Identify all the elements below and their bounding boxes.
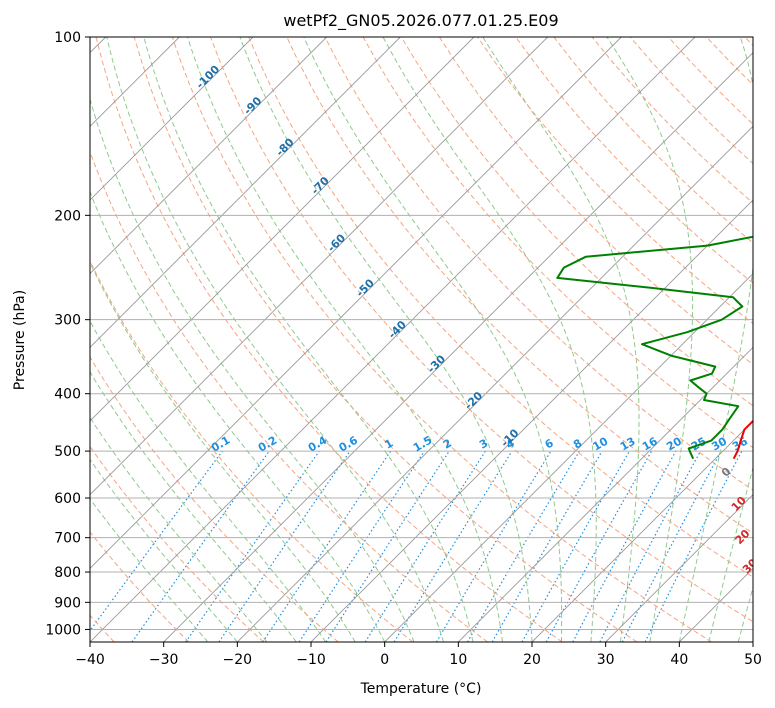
moist-adiabat-line (606, 37, 694, 642)
x-axis-label: Temperature (°C) (360, 681, 482, 697)
mixing-ratio-line (325, 450, 450, 642)
x-tick-label: 50 (744, 652, 762, 668)
dry-adiabat-line (248, 37, 753, 578)
dry-adiabat-line (171, 37, 712, 642)
isotherm-line (90, 37, 696, 642)
y-tick-label: 500 (54, 444, 81, 460)
isotherm-line (531, 420, 753, 642)
dry-adiabat-label: 40 (756, 584, 775, 604)
profile-series (556, 235, 753, 460)
isotherm-line (90, 37, 401, 348)
isotherm-line (458, 346, 753, 642)
dry-adiabat-line (515, 37, 753, 284)
y-axis-ticks: 100 200 300 400 500 600 700 800 900 1000 (45, 30, 90, 638)
temperature-profile-line (732, 419, 753, 460)
dry-adiabat-line (210, 37, 753, 623)
isotherm-line (752, 641, 753, 642)
chart-title: wetPf2_GN05.2026.077.01.25.E09 (283, 11, 558, 31)
moist-adiabat-line (187, 37, 503, 642)
moist-adiabat-line (143, 37, 474, 642)
mixing-ratio-line (298, 450, 425, 642)
dry-adiabat-line (90, 531, 190, 642)
mixing-ratio-line (393, 450, 513, 642)
x-tick-label: −30 (149, 652, 179, 668)
y-tick-label: 400 (54, 387, 81, 403)
x-tick-label: 40 (670, 652, 688, 668)
mixing-ratio-line (545, 450, 653, 642)
isotherm-line (163, 52, 753, 642)
dry-adiabat-line (324, 37, 753, 491)
moist-adiabat-line (239, 37, 533, 642)
isotherm-line (384, 273, 753, 642)
moist-adiabat-line (90, 416, 268, 642)
y-tick-label: 300 (54, 313, 81, 329)
x-tick-label: −20 (223, 652, 253, 668)
y-axis-label: Pressure (hPa) (12, 290, 28, 390)
mixing-ratio-line (521, 450, 631, 642)
y-tick-label: 200 (54, 208, 81, 224)
x-tick-label: −10 (296, 652, 326, 668)
isotherm-line (90, 37, 622, 569)
dry-adiabat-line (90, 445, 264, 642)
x-tick-label: 10 (449, 652, 467, 668)
x-tick-label: 20 (523, 652, 541, 668)
moist-adiabat-line (382, 37, 597, 642)
plot-area: 0.1 0.2 0.4 0.6 1 1.5 2 3 4 6 8 10 13 16 20 25 30 36-100-… (90, 37, 775, 642)
x-tick-label: −40 (75, 652, 105, 668)
y-tick-label: 700 (54, 531, 81, 547)
x-tick-label: 30 (597, 652, 615, 668)
mixing-ratio-line (185, 450, 320, 642)
y-tick-label: 1000 (45, 622, 81, 638)
isotherm-line (237, 125, 753, 642)
moist-adiabat-line (303, 37, 563, 642)
mixing-ratio-line (262, 450, 392, 642)
dry-adiabat-line (95, 37, 563, 642)
mixing-ratio-lines (90, 450, 743, 642)
dry-adiabat-line (90, 356, 339, 642)
moist-adiabat-line (737, 585, 753, 642)
isotherm-line (90, 37, 254, 201)
isotherm-line (310, 199, 753, 642)
dry-adiabat-line (438, 37, 753, 366)
isotherm-line (90, 37, 548, 496)
y-tick-label: 900 (54, 595, 81, 611)
moist-adiabat-line (708, 465, 753, 642)
dry-adiabat-line (133, 37, 638, 642)
moist-adiabat-line (90, 261, 356, 642)
x-axis-ticks: −40 −30 −20 −10 0 10 20 30 40 50 (75, 642, 762, 668)
isotherm-line (605, 494, 753, 642)
y-tick-label: 800 (54, 565, 81, 581)
isotherms (90, 37, 753, 642)
pressure-gridlines (90, 37, 753, 630)
isotherm-line (90, 37, 327, 275)
moist-adiabat-line (482, 37, 640, 642)
y-tick-label: 600 (54, 491, 81, 507)
mixing-ratio-line (90, 450, 223, 632)
mixing-ratio-line (572, 450, 677, 642)
y-tick-label: 100 (54, 30, 81, 46)
dewpoint-profile-line (556, 235, 753, 460)
moist-adiabat-line (106, 37, 445, 642)
mixing-ratio-line (131, 450, 270, 642)
plot-frame (89, 36, 754, 643)
mixing-ratio-line (644, 450, 743, 642)
moist-adiabat-line (90, 320, 327, 642)
x-tick-label: 0 (380, 652, 389, 668)
moist-adiabat-line (90, 458, 238, 642)
dry-adiabat-line (90, 150, 488, 642)
isotherm-line (90, 37, 475, 422)
dry-adiabat-line (400, 37, 753, 407)
mixing-ratio-line (218, 450, 351, 642)
